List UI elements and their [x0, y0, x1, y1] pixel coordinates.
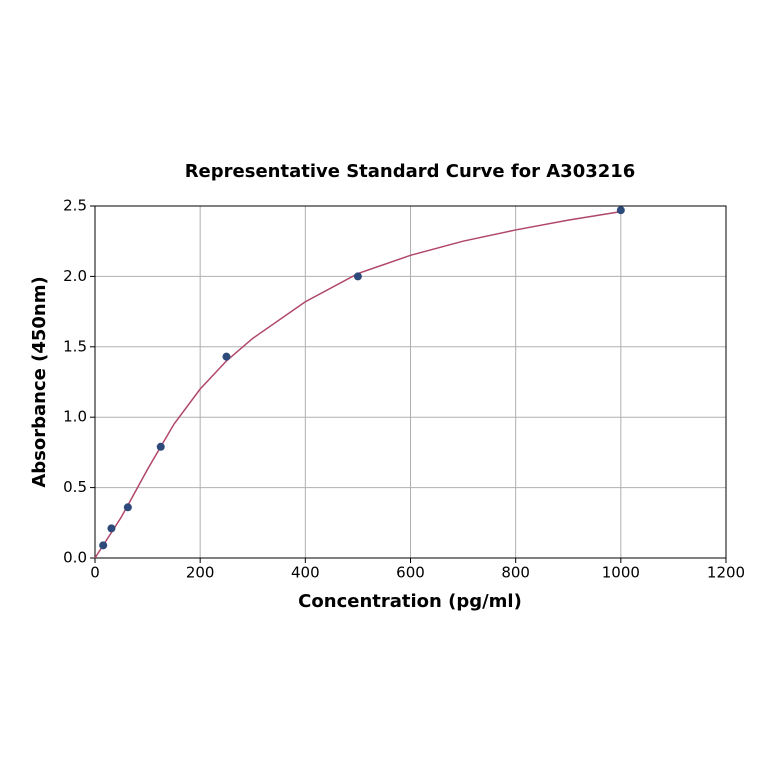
chart-title: Representative Standard Curve for A30321… — [185, 161, 636, 182]
data-point — [353, 272, 362, 281]
x-tick-label: 400 — [291, 564, 320, 582]
y-tick-label: 0.0 — [63, 549, 87, 567]
data-point — [156, 442, 165, 451]
data-point — [123, 503, 132, 512]
data-point — [99, 541, 108, 550]
y-axis-label: Absorbance (450nm) — [29, 276, 50, 487]
data-point — [107, 524, 116, 533]
y-tick-label: 1.0 — [63, 408, 87, 426]
x-tick-label: 600 — [396, 564, 425, 582]
x-tick-label: 200 — [186, 564, 215, 582]
plot-frame — [94, 205, 727, 559]
y-tick-label: 2.5 — [63, 197, 87, 215]
data-point — [222, 352, 231, 361]
x-axis-label: Concentration (pg/ml) — [298, 591, 522, 612]
fit-curve — [94, 210, 621, 559]
x-tick-label: 1000 — [602, 564, 640, 582]
x-tick-label: 1200 — [707, 564, 745, 582]
x-tick-label: 800 — [501, 564, 530, 582]
y-tick-label: 2.0 — [63, 267, 87, 285]
data-point — [616, 206, 625, 215]
x-tick-label: 0 — [90, 564, 100, 582]
y-tick-label: 1.5 — [63, 337, 87, 355]
y-tick-label: 0.5 — [63, 478, 87, 496]
